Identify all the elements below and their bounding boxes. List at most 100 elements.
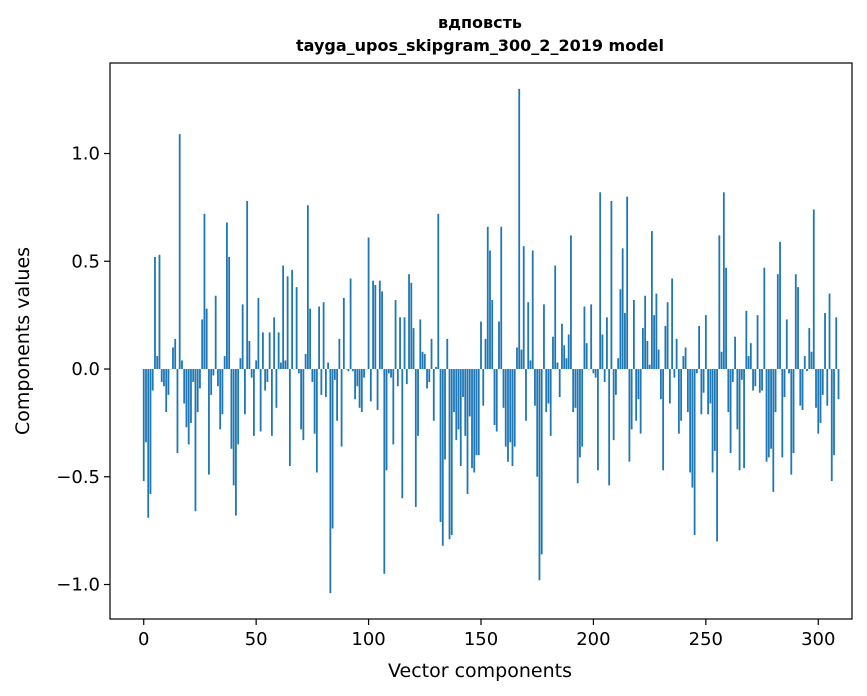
bar-31 [212, 369, 215, 376]
bar-243 [689, 369, 692, 473]
bar-92 [349, 278, 352, 370]
bar-79 [320, 369, 323, 395]
bar-187 [563, 345, 566, 370]
bar-25 [199, 369, 201, 389]
bar-111 [392, 369, 395, 445]
bar-197 [585, 343, 588, 370]
bar-104 [376, 369, 379, 410]
bar-35 [221, 369, 224, 415]
bar-159 [500, 226, 503, 370]
bar-289 [792, 369, 795, 454]
y-tick-label-0: −1.0 [56, 575, 100, 596]
bar-179 [545, 369, 548, 413]
bar-8 [160, 369, 163, 382]
bar-62 [282, 265, 285, 370]
bar-266 [740, 369, 743, 380]
bar-259 [725, 267, 727, 370]
bar-141 [459, 369, 462, 466]
bar-226 [650, 231, 653, 370]
bar-260 [727, 369, 730, 413]
bar-7 [158, 254, 161, 370]
bar-244 [691, 369, 694, 488]
bar-256 [718, 235, 721, 370]
bar-205 [603, 369, 606, 382]
bar-110 [390, 369, 392, 378]
bar-216 [628, 369, 631, 462]
bar-285 [783, 369, 786, 398]
bar-105 [378, 280, 381, 370]
bar-306 [830, 369, 833, 482]
bar-239 [680, 369, 683, 421]
bar-93 [351, 369, 354, 372]
bar-153 [486, 226, 489, 370]
x-tick-label-200: 200 [576, 629, 610, 650]
bar-301 [819, 369, 822, 423]
bar-138 [453, 369, 455, 413]
bar-277 [765, 369, 768, 462]
bar-225 [648, 364, 651, 370]
bar-106 [381, 291, 383, 370]
bar-135 [446, 338, 449, 370]
bar-186 [561, 323, 563, 370]
bar-208 [610, 200, 613, 370]
bar-145 [468, 369, 471, 417]
bar-150 [480, 321, 482, 370]
bar-304 [826, 369, 829, 406]
bar-202 [597, 369, 599, 471]
chart-title: вдповсть [438, 13, 522, 32]
bar-309 [837, 369, 840, 400]
bar-173 [531, 250, 534, 370]
bar-27 [203, 213, 206, 370]
bar-276 [763, 267, 766, 370]
bar-252 [709, 369, 712, 404]
bar-64 [286, 276, 289, 370]
chart-subtitle: tayga_upos_skipgram_300_2_2019 model [296, 36, 664, 55]
bar-9 [163, 369, 165, 387]
bar-143 [464, 369, 467, 436]
bar-290 [794, 274, 797, 370]
bar-39 [230, 369, 233, 449]
bar-223 [644, 295, 647, 370]
y-tick-label-4: 1.0 [71, 144, 100, 165]
bar-221 [639, 369, 642, 434]
bar-303 [824, 312, 826, 370]
bar-29 [208, 369, 210, 475]
bar-55 [266, 369, 269, 382]
bar-271 [752, 369, 754, 391]
bar-97 [360, 369, 363, 413]
bar-181 [549, 369, 552, 436]
bar-286 [785, 319, 788, 370]
bar-24 [196, 369, 199, 413]
bar-167 [518, 88, 521, 370]
y-axis-label: Components values [12, 247, 34, 435]
bar-114 [399, 317, 401, 370]
bar-86 [336, 369, 338, 421]
bar-196 [583, 306, 586, 370]
bar-127 [428, 369, 431, 382]
bar-296 [808, 328, 811, 370]
bar-95 [356, 369, 359, 387]
x-tick-label-150: 150 [464, 629, 498, 650]
bar-166 [516, 347, 518, 370]
bar-157 [495, 369, 498, 432]
bar-298 [812, 209, 815, 370]
x-tick-label-250: 250 [689, 629, 723, 650]
bar-218 [633, 300, 635, 370]
bar-299 [815, 369, 817, 408]
bar-80 [322, 302, 325, 370]
bar-283 [779, 241, 781, 370]
bar-87 [338, 338, 341, 370]
bar-117 [405, 369, 408, 385]
bar-14 [174, 338, 177, 370]
bar-261 [729, 369, 732, 454]
bar-68 [295, 287, 298, 370]
bar-152 [484, 338, 487, 370]
bar-249 [702, 369, 705, 393]
bar-195 [581, 369, 584, 447]
bar-81 [324, 369, 327, 398]
bar-233 [666, 302, 669, 370]
bar-168 [520, 349, 523, 370]
bar-65 [288, 369, 291, 466]
bar-78 [318, 306, 321, 370]
bar-2 [147, 369, 150, 518]
